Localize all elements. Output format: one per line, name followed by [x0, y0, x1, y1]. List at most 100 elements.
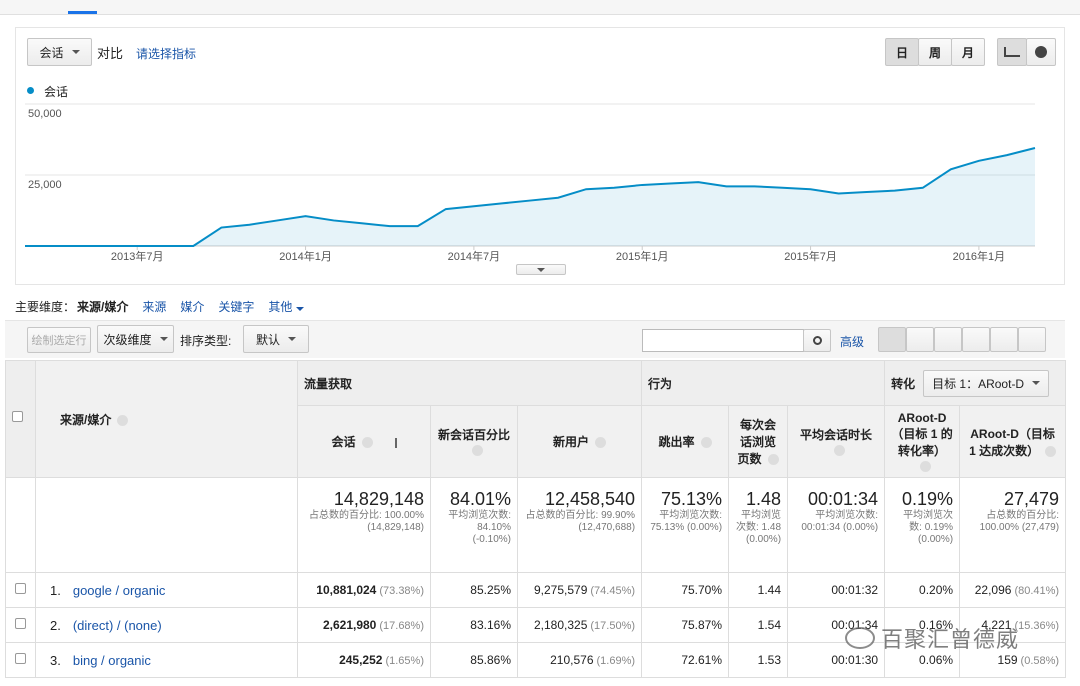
y-tick-label: 25,000	[28, 179, 62, 191]
cell-share: (74.45%)	[590, 585, 636, 597]
total-value: 00:01:34	[807, 489, 879, 509]
cell-value: 2,180,325	[534, 618, 588, 632]
sort-arrow	[394, 437, 397, 448]
column-label: 每次会话浏览页数	[737, 418, 777, 466]
row-cell: 0.20%	[884, 572, 961, 608]
help-icon	[767, 454, 779, 466]
row-index: 3.	[50, 652, 61, 668]
dimension-link[interactable]: 关键字	[218, 300, 255, 314]
row-cell: 85.25%	[430, 572, 518, 608]
row-name[interactable]: google / organic	[72, 582, 166, 598]
row-name[interactable]: (direct) / (none)	[72, 617, 162, 633]
period-day[interactable]: 日	[885, 38, 919, 66]
sort-value: 默认	[255, 332, 280, 347]
group-header: 行为	[641, 360, 886, 406]
chart-collapse[interactable]	[516, 264, 566, 275]
checkbox[interactable]	[12, 411, 23, 422]
column-header[interactable]: 每次会话浏览页数	[728, 405, 789, 478]
cell-value: 00:01:30	[831, 653, 879, 667]
search-button[interactable]	[803, 329, 831, 352]
cell-value: 9,275,579	[534, 583, 588, 597]
total-cell: 27,479 占总数的百分比: 100.00% (27,479)	[959, 477, 1067, 573]
cell-value: 4,221	[981, 618, 1012, 632]
column-header[interactable]: 新会话百分比	[430, 405, 518, 478]
row-cell: 1.53	[728, 642, 789, 678]
column-header[interactable]: 平均会话时长	[787, 405, 886, 478]
group-label: 流量获取	[304, 376, 353, 391]
cell-value: 00:01:32	[831, 583, 879, 597]
total-note: 平均浏览次数: 0.19% (0.00%)	[903, 510, 954, 545]
help-icon	[361, 437, 373, 449]
row-dimension: 2. (direct) / (none)	[35, 607, 298, 643]
plot-rows[interactable]: 绘制选定行	[27, 327, 91, 353]
y-tick-label: 50,000	[28, 108, 62, 120]
dimension-link[interactable]: 媒介	[180, 300, 205, 314]
checkbox[interactable]	[15, 618, 26, 629]
help-icon	[471, 445, 483, 457]
group-header: 流量获取	[296, 360, 643, 406]
column-label: 新会话百分比	[437, 428, 510, 442]
column-label: 会话	[331, 435, 356, 449]
metric-button[interactable]: 会话	[27, 38, 92, 66]
motion-chart-toggle[interactable]	[1026, 38, 1056, 66]
column-header[interactable]: ARoot-D（目标 1 达成次数）	[959, 405, 1067, 478]
view-toggle[interactable]	[962, 327, 990, 352]
total-note: 平均浏览次数: 75.13% (0.00%)	[650, 510, 723, 533]
column-header[interactable]: 新用户	[516, 405, 643, 478]
row-name[interactable]: bing / organic	[72, 652, 151, 668]
row-cell: 85.86%	[430, 642, 518, 678]
select-metric[interactable]: 请选择指标	[136, 47, 197, 61]
cell-value: 1.53	[757, 653, 782, 667]
total-cell: 14,829,148 占总数的百分比: 100.00% (14,829,148)	[297, 477, 431, 573]
column-header[interactable]: ARoot-D（目标 1 的转化率）	[884, 405, 961, 478]
help-icon	[117, 414, 129, 426]
total-note: 占总数的百分比: 100.00% (14,829,148)	[308, 510, 424, 533]
cell-value: 72.61%	[681, 653, 723, 667]
row-cell: 00:01:32	[787, 572, 886, 608]
row-dimension: 3. bing / organic	[35, 642, 298, 678]
total-note: 占总数的百分比: 99.90% (12,470,688)	[525, 510, 636, 533]
checkbox[interactable]	[15, 653, 26, 664]
cell-share: (80.41%)	[1014, 585, 1060, 597]
dimension-other: 其他	[268, 300, 293, 314]
goal-select[interactable]: 目标 1：ARoot-D	[923, 369, 1050, 397]
cell-value: 0.20%	[919, 583, 954, 597]
column-header[interactable]: 会话	[297, 405, 431, 478]
row-select	[5, 607, 36, 643]
series-line	[25, 147, 1036, 247]
secondary-dimension[interactable]: 次级维度	[97, 325, 174, 353]
checkbox[interactable]	[15, 583, 26, 594]
period-month[interactable]: 月	[951, 38, 985, 66]
search-box[interactable]	[642, 329, 804, 352]
group-label: 行为	[648, 376, 673, 391]
row-index: 2.	[50, 617, 61, 633]
view-toggle[interactable]	[934, 327, 962, 352]
total-value: 0.19%	[902, 489, 954, 509]
dimension-link[interactable]: 其他	[268, 298, 305, 315]
total-cell: 0.19% 平均浏览次数: 0.19% (0.00%)	[884, 477, 961, 573]
dimension-header-text: 来源/媒介	[60, 412, 112, 427]
sort-select[interactable]: 默认	[243, 325, 309, 353]
x-tick-label: 2015年1月	[616, 249, 669, 263]
help-icon	[833, 445, 845, 457]
row-cell: 72.61%	[641, 642, 730, 678]
advanced-link[interactable]: 高级	[840, 335, 865, 349]
cell-value: 245,252	[339, 653, 383, 667]
dimension-active[interactable]: 来源/媒介	[77, 300, 129, 314]
view-toggle[interactable]	[906, 327, 934, 352]
dimension-label: 主要维度：	[15, 300, 76, 314]
row-index: 1.	[50, 582, 61, 598]
row-dimension: 1. google / organic	[35, 572, 298, 608]
view-toggle[interactable]	[990, 327, 1018, 352]
cell-share: (1.65%)	[385, 655, 424, 667]
top-bar	[0, 0, 1080, 15]
cell-value: 210,576	[550, 653, 594, 667]
goal-select-text: 目标 1：ARoot-D	[932, 376, 1025, 391]
dimension-link[interactable]: 来源	[142, 300, 167, 314]
row-cell: 2,180,325 (17.50%)	[516, 607, 643, 643]
dimension-bar: 主要维度： 来源/媒介 来源 媒介 关键字 其他	[15, 298, 305, 315]
column-header[interactable]: 跳出率	[641, 405, 730, 478]
view-toggle[interactable]	[878, 327, 906, 352]
totals-row: 14,829,148 占总数的百分比: 100.00% (14,829,148) 8…	[5, 477, 1067, 573]
view-toggle[interactable]	[1018, 327, 1046, 352]
